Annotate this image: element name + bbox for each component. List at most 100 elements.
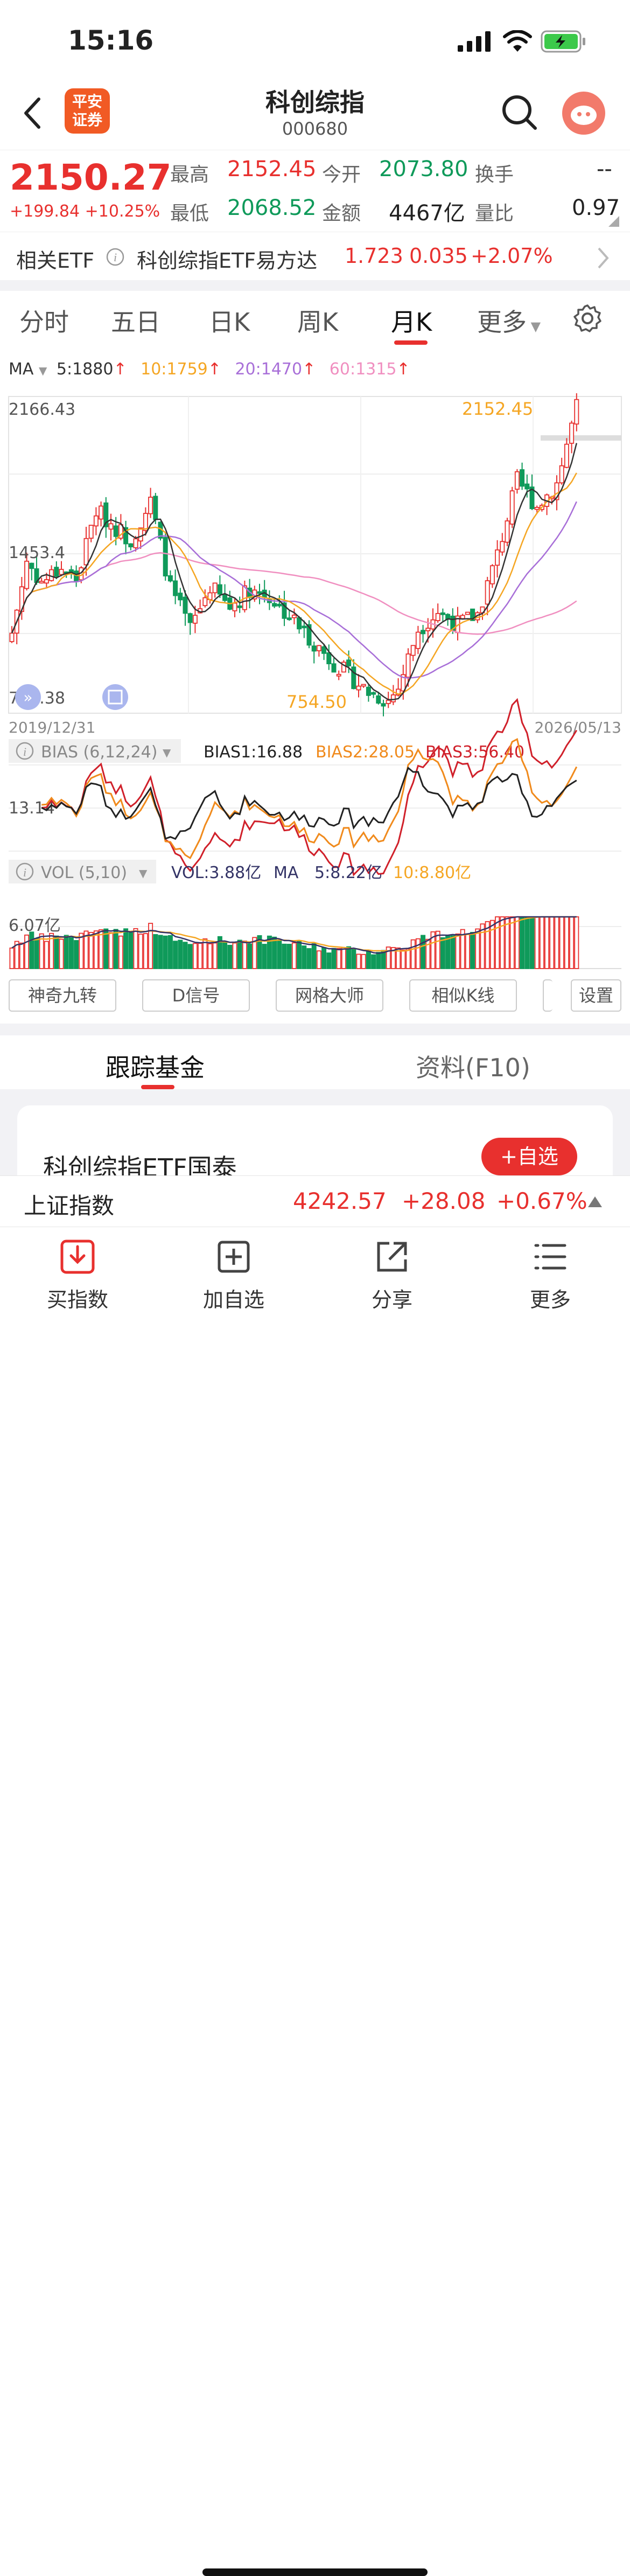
info-glyph: i — [23, 866, 26, 879]
volume-bar — [520, 916, 525, 969]
ma-legend[interactable]: MA ▼ 5:1880↑ 10:1759↑ 20:1470↑ 60:1315↑ — [9, 360, 410, 379]
ma5-value: 5:1880 — [56, 360, 114, 379]
tool-button-magic-nine[interactable]: 神奇九转 — [9, 979, 116, 1012]
candle-body — [232, 602, 237, 611]
candle-body — [361, 684, 366, 687]
avatar[interactable] — [562, 92, 605, 135]
change-value: +199.84 — [10, 202, 80, 221]
tab-more[interactable]: 更多 ▼ — [477, 303, 541, 338]
volume-bar — [539, 916, 544, 969]
volume-bar — [371, 954, 376, 969]
info-icon[interactable] — [16, 742, 34, 760]
nav-share[interactable]: 分享 — [338, 1238, 446, 1313]
index-price: 4242.57 — [293, 1188, 387, 1214]
vol-value: VOL:3.88亿 — [171, 864, 261, 882]
candle-body — [123, 527, 129, 545]
tool-button-similar-k[interactable]: 相似K线 — [409, 979, 517, 1012]
nav-more[interactable]: 更多 — [496, 1238, 604, 1313]
arrow-up-icon: ↑ — [207, 360, 221, 379]
fullscreen-icon[interactable] — [102, 684, 128, 710]
caret-up-icon[interactable] — [587, 1195, 603, 1208]
candle-body — [371, 692, 376, 695]
info-icon[interactable]: i — [106, 247, 125, 267]
tab-monthly-k[interactable]: 月K — [391, 308, 432, 337]
index-code: 000680 — [282, 119, 348, 139]
candle-body — [356, 685, 361, 691]
tab-five-day[interactable]: 五日 — [111, 308, 160, 337]
candle-body — [113, 525, 118, 537]
index-name: 上证指数 — [24, 1193, 115, 1219]
volume-bar — [489, 920, 495, 969]
start-date: 2019/12/31 — [9, 719, 95, 736]
low-value: 2068.52 — [227, 196, 317, 220]
volume-bar — [88, 932, 94, 969]
info-icon[interactable] — [16, 862, 34, 881]
volume-bar — [198, 943, 203, 969]
arrow-up-icon: ↑ — [396, 360, 410, 379]
candle-body — [495, 549, 500, 566]
volume-bar — [465, 933, 470, 969]
volume-bar — [544, 916, 550, 969]
volume-bar — [361, 953, 366, 969]
related-etf-row[interactable]: 相关ETF i 科创综指ETF易方达 1.723 0.035 +2.07% — [0, 232, 630, 280]
low-marker: 754.50 — [286, 692, 347, 712]
svg-text:i: i — [114, 250, 117, 264]
search-icon[interactable] — [501, 94, 538, 131]
tool-button-partial[interactable] — [543, 979, 552, 1012]
tool-button-d-signal[interactable]: D信号 — [142, 979, 250, 1012]
candle-body — [470, 608, 475, 621]
candle-body — [29, 562, 34, 569]
add-watchlist-button[interactable]: +自选 — [481, 1138, 577, 1175]
bias2-value: BIAS2:28.05 — [316, 743, 415, 762]
tab-more-label: 更多 — [477, 308, 527, 337]
tab-f10-info[interactable]: 资料(F10) — [416, 1053, 530, 1082]
active-subtab-indicator — [141, 1085, 174, 1089]
candle-body — [163, 537, 168, 577]
tab-weekly-k[interactable]: 周K — [297, 308, 339, 337]
etf-change: 0.035 — [409, 244, 468, 268]
kline-chart[interactable]: 2166.43 1453.4 740.38 2152.45 754.50 » 2… — [0, 391, 630, 975]
tool-button-grid-master[interactable]: 网格大师 — [276, 979, 383, 1012]
volume-bar — [217, 936, 222, 969]
back-icon[interactable] — [22, 96, 43, 130]
tab-daily-k[interactable]: 日K — [209, 308, 250, 337]
candle-body — [212, 582, 218, 594]
page-title: 科创综指 — [265, 88, 365, 117]
candle-body — [237, 605, 242, 608]
sub-tabs: 跟踪基金 资料(F10) — [0, 1035, 630, 1089]
volume-bar — [79, 932, 84, 969]
tab-intraday[interactable]: 分时 — [19, 308, 69, 337]
volume-bar — [14, 941, 19, 969]
settings-gear-icon[interactable] — [573, 304, 602, 333]
volume-bar — [123, 928, 129, 969]
volume-bar — [133, 928, 138, 969]
volume-bar — [396, 947, 401, 969]
expand-left-icon[interactable] — [15, 684, 41, 710]
volume-bar — [336, 948, 341, 969]
turnover-value: -- — [597, 157, 612, 182]
candle-body — [272, 603, 277, 607]
volume-bar — [480, 923, 485, 969]
candle-body — [574, 399, 579, 425]
nav-add-watchlist[interactable]: 加自选 — [180, 1238, 288, 1313]
bias2-line — [41, 737, 578, 860]
index-ticker-bar[interactable]: 上证指数 4242.57 +28.08 +0.67% — [0, 1175, 630, 1227]
double-chevron-glyph: » — [23, 688, 32, 706]
volume-bar — [574, 916, 579, 969]
tab-tracking-funds[interactable]: 跟踪基金 — [106, 1053, 205, 1082]
volume-bar — [485, 921, 490, 969]
bias-title-bg[interactable] — [9, 739, 181, 763]
volume-bar — [341, 946, 346, 969]
corner-triangle-icon — [608, 216, 619, 227]
volume-bar — [237, 939, 242, 969]
candle-body — [410, 645, 416, 656]
chart-area[interactable]: 2166.43 1453.4 740.38 2152.45 754.50 » 2… — [0, 391, 630, 977]
settings-button[interactable]: 设置 — [571, 979, 621, 1012]
volume-bar — [158, 935, 163, 969]
nav-buy-index[interactable]: 买指数 — [24, 1238, 131, 1313]
ma10-line — [11, 472, 577, 695]
candle-body — [331, 663, 337, 673]
amount-value: 4467亿 — [389, 201, 465, 226]
candle-body — [559, 465, 564, 484]
info-glyph: i — [23, 745, 26, 758]
